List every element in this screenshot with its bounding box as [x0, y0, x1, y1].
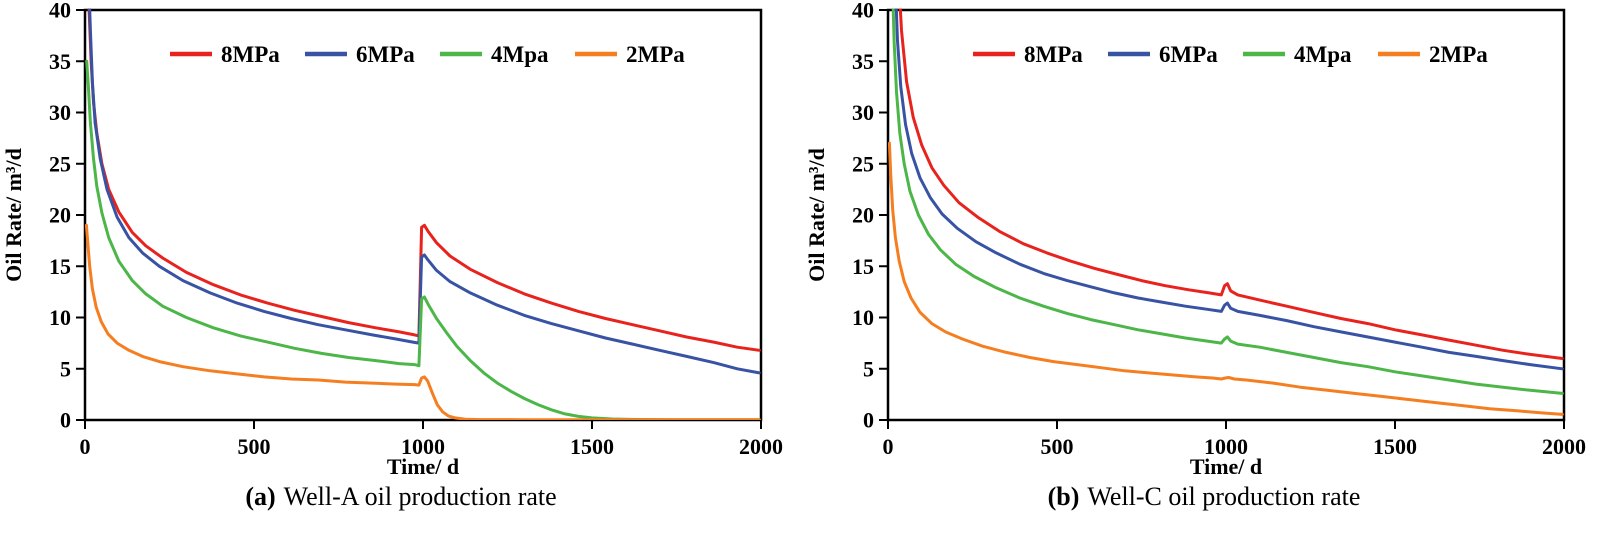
x-tick-label: 1500	[570, 434, 614, 459]
chart-panel-b: 0 5 10 15 20 25 30 35 40 0 500 1000 1500 2000 Time/ d O…	[803, 2, 1605, 512]
chart-panel-a: 0 5 10 15 20 25 30 35 40 0 500 1000 1500 2000 Time/ d O…	[0, 2, 802, 512]
x-tick-label: 500	[1041, 434, 1074, 459]
y-tick-label: 30	[49, 100, 71, 125]
series-line-8MPa	[87, 8, 761, 352]
y-tick-label: 0	[60, 408, 71, 433]
y-tick-label: 15	[49, 254, 71, 279]
y-tick-label: 20	[852, 203, 874, 228]
plot-frame	[886, 8, 1566, 422]
y-tick-label: 10	[49, 305, 71, 330]
x-tick-label: 0	[80, 434, 91, 459]
x-tick-label: 2000	[739, 434, 783, 459]
legend-label-2MPa: 2MPa	[1429, 42, 1488, 67]
y-tick-label: 30	[852, 100, 874, 125]
caption-b-label: (b)	[1047, 482, 1080, 511]
x-tick-label: 1000	[401, 434, 445, 459]
x-axis-title: Time/ d	[387, 454, 459, 479]
series-line-8MPa	[898, 8, 1564, 360]
y-tick-label: 5	[863, 356, 874, 381]
series-line-6MPa	[88, 8, 761, 375]
series-line-6MPa	[894, 8, 1564, 371]
x-tick-label: 2000	[1542, 434, 1586, 459]
caption-a-label: (a)	[245, 482, 276, 511]
chart-b-caption: (b) Well-C oil production rate	[1048, 482, 1361, 512]
series-line-2MPa	[85, 223, 761, 420]
legend-label-8MPa: 8MPa	[221, 42, 280, 67]
caption-b-text: Well-C oil production rate	[1087, 482, 1361, 511]
legend-label-4Mpa: 4Mpa	[1294, 42, 1352, 67]
y-tick-label: 15	[852, 254, 874, 279]
plot-frame	[83, 8, 763, 422]
line-chart-well-a: 0 5 10 15 20 25 30 35 40 0 500 1000 1500 2000 Time/ d O…	[1, 2, 783, 479]
series-line-2MPa	[888, 141, 1564, 416]
legend-label-6MPa: 6MPa	[356, 42, 415, 67]
y-tick-label: 25	[852, 151, 874, 176]
y-tick-label: 40	[852, 2, 874, 23]
y-axis-title: Oil Rate/ m³/d	[804, 148, 829, 282]
y-tick-label: 35	[49, 49, 71, 74]
x-tick-label: 1000	[1204, 434, 1248, 459]
y-tick-label: 40	[49, 2, 71, 23]
x-tick-label: 500	[238, 434, 271, 459]
x-tick-label: 0	[883, 434, 894, 459]
y-tick-label: 20	[49, 203, 71, 228]
legend-label-4Mpa: 4Mpa	[491, 42, 549, 67]
y-tick-label: 5	[60, 356, 71, 381]
y-tick-label: 0	[863, 408, 874, 433]
y-tick-label: 25	[49, 151, 71, 176]
y-tick-label: 10	[852, 305, 874, 330]
x-tick-label: 1500	[1373, 434, 1417, 459]
line-chart-well-c: 0 5 10 15 20 25 30 35 40 0 500 1000 1500 2000 Time/ d O…	[804, 2, 1586, 479]
y-axis-title: Oil Rate/ m³/d	[1, 148, 26, 282]
series-line-4Mpa	[891, 8, 1564, 395]
caption-a-text: Well-A oil production rate	[283, 482, 557, 511]
series-group	[85, 8, 761, 420]
legend-label-8MPa: 8MPa	[1024, 42, 1083, 67]
legend-label-2MPa: 2MPa	[626, 42, 685, 67]
chart-a-caption: (a) Well-A oil production rate	[245, 482, 556, 512]
legend-label-6MPa: 6MPa	[1159, 42, 1218, 67]
series-line-4Mpa	[85, 59, 761, 420]
series-group	[888, 8, 1564, 416]
y-tick-label: 35	[852, 49, 874, 74]
x-axis-title: Time/ d	[1190, 454, 1262, 479]
